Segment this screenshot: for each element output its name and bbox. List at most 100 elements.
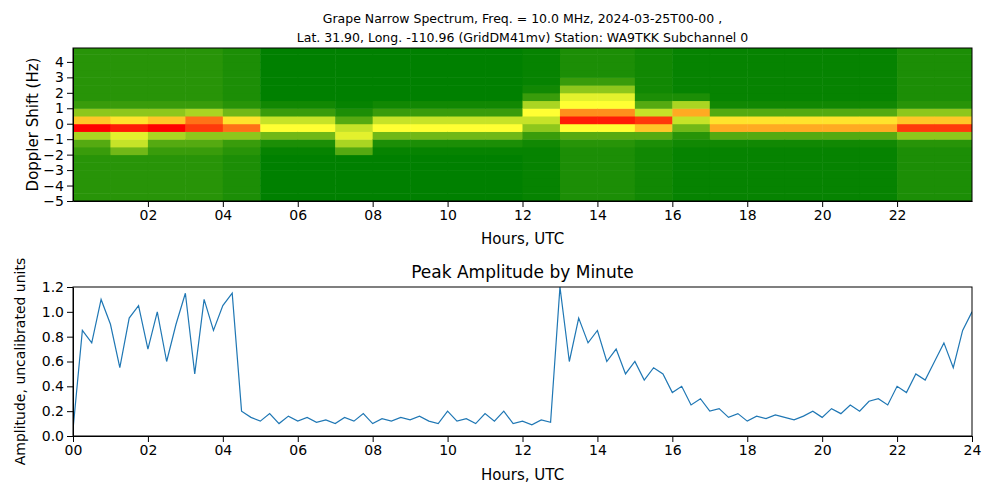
cell [73,193,111,201]
cell [560,139,598,147]
cell [935,77,972,85]
cell [597,170,635,178]
tick-label: 14 [589,442,607,458]
cell [298,77,336,85]
cell [935,70,972,78]
cell [335,70,373,78]
cell [73,93,111,101]
cell [672,85,710,93]
cell [672,48,710,55]
cell [747,186,785,194]
cell [860,101,898,109]
cell [485,93,523,101]
cell [710,155,748,163]
tick: 10 [439,436,457,458]
cell [897,193,935,201]
cell [373,178,411,186]
cell [110,178,148,186]
title: Peak Amplitude by Minute [411,262,634,282]
cell [73,85,111,93]
tick-label: 22 [889,207,907,223]
cell [410,70,448,78]
cell [73,48,111,55]
cell [148,54,186,62]
x-axis-title: Hours, UTC [481,466,564,484]
cell [185,77,223,85]
cell [597,48,635,55]
cell [747,170,785,178]
cell [260,62,298,70]
cell [373,85,411,93]
cell [897,155,935,163]
cell [185,85,223,93]
cell [710,108,748,116]
cell [860,116,898,124]
cell [822,162,860,170]
cell [672,108,710,116]
tick-mark [67,93,73,94]
cell [223,162,261,170]
cell [710,178,748,186]
cell [410,155,448,163]
cell [448,162,486,170]
cell [785,101,823,109]
cell [485,116,523,124]
cell [935,124,972,132]
cell [335,93,373,101]
cell [185,54,223,62]
cell [448,77,486,85]
cell [298,108,336,116]
cell [523,178,561,186]
cell [410,139,448,147]
cell [335,162,373,170]
cell [335,108,373,116]
cell [785,70,823,78]
cell [448,101,486,109]
cell [110,170,148,178]
cell [335,124,373,132]
cell [298,186,336,194]
tick: 3 [55,69,73,85]
cell [185,62,223,70]
cell [223,54,261,62]
cell [860,139,898,147]
cell [373,48,411,55]
cell [560,178,598,186]
cell [597,139,635,147]
cell [860,131,898,139]
tick-label: 0.2 [42,403,64,419]
cell [747,93,785,101]
cell [448,62,486,70]
tick: 02 [140,436,158,458]
cell [523,162,561,170]
cell [822,155,860,163]
cell [410,124,448,132]
tick: −5 [43,193,73,209]
cell [148,170,186,178]
cell [523,186,561,194]
cell [73,147,111,155]
cell [822,85,860,93]
cell [597,108,635,116]
cell [597,70,635,78]
cell [935,108,972,116]
cell [897,139,935,147]
cell [785,116,823,124]
cell [373,155,411,163]
cell [935,62,972,70]
cell [860,54,898,62]
cell [223,77,261,85]
cell [298,139,336,147]
cell [672,62,710,70]
cell [185,139,223,147]
cell [635,193,673,201]
tick-label: 0.6 [42,353,64,369]
cell [597,101,635,109]
tick-label: 1 [55,100,64,116]
cell [298,178,336,186]
cell [410,108,448,116]
cell [110,147,148,155]
cell [822,48,860,55]
cell [110,77,148,85]
cell [710,93,748,101]
